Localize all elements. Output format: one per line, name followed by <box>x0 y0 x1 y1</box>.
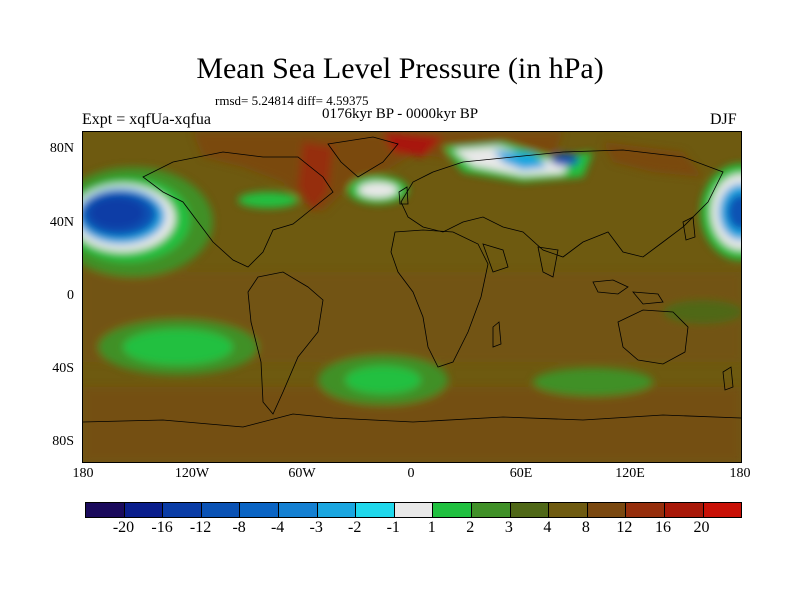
colorbar-swatch-13 <box>587 503 627 517</box>
y-tick-80n: 80N <box>49 141 74 156</box>
colorbar-label-14: 16 <box>654 519 671 536</box>
colorbar-swatch-11 <box>510 503 550 517</box>
colorbar-label-6: -2 <box>348 519 362 536</box>
colorbar-label-4: -4 <box>270 519 285 536</box>
colorbar-swatch-15 <box>664 503 704 517</box>
season-label: DJF <box>710 111 737 128</box>
colorbar-label-10: 3 <box>504 519 513 536</box>
map-panel <box>82 131 742 463</box>
anomaly-fields <box>83 132 741 462</box>
pressure-anomaly-map <box>83 132 741 462</box>
chart-title: Mean Sea Level Pressure (in hPa) <box>196 52 604 85</box>
colorbar-swatch-6 <box>317 503 357 517</box>
colorbar-label-7: -1 <box>386 519 400 536</box>
x-tick-0: 0 <box>407 466 415 481</box>
colorbar-swatch-8 <box>394 503 434 517</box>
x-tick-60e: 60E <box>509 466 533 481</box>
colorbar-swatch-9 <box>433 503 472 517</box>
colorbar-swatch-12 <box>549 503 588 517</box>
colorbar-label-13: 12 <box>616 519 633 536</box>
x-tick-120e: 120E <box>615 466 645 481</box>
colorbar-label-5: -3 <box>309 519 323 536</box>
colorbar-label-8: 1 <box>427 519 436 536</box>
rmsd-stats: rmsd= 5.24814 diff= 4.59375 <box>215 93 369 108</box>
colorbar-swatch-4 <box>240 503 279 517</box>
colorbar-label-0: -20 <box>112 519 135 536</box>
colorbar-swatch-3 <box>201 503 241 517</box>
y-tick-40s: 40S <box>52 361 74 376</box>
colorbar-label-2: -12 <box>189 519 212 536</box>
y-tick-0: 0 <box>67 288 74 303</box>
colorbar-label-3: -8 <box>232 519 246 536</box>
colorbar-swatch-2 <box>163 503 202 517</box>
y-tick-40n: 40N <box>49 215 74 230</box>
colorbar <box>85 502 742 518</box>
colorbar-label-12: 8 <box>581 519 590 536</box>
colorbar-label-11: 4 <box>543 519 552 536</box>
colorbar-label-1: -16 <box>151 519 173 536</box>
colorbar-swatch-14 <box>626 503 665 517</box>
colorbar-label-15: 20 <box>693 519 710 536</box>
y-tick-80s: 80S <box>52 434 74 449</box>
experiment-label: Expt = xqfUa-xqfua <box>82 111 211 128</box>
x-tick-60w: 60W <box>288 466 316 481</box>
x-tick-180-west: 180 <box>72 466 94 481</box>
colorbar-label-9: 2 <box>466 519 475 536</box>
colorbar-swatch-10 <box>471 503 511 517</box>
colorbar-swatch-16 <box>703 503 742 517</box>
colorbar-swatch-7 <box>356 503 395 517</box>
coastlines <box>83 136 741 428</box>
x-tick-120w: 120W <box>174 466 210 481</box>
x-tick-180-east: 180 <box>729 466 751 481</box>
colorbar-swatch-5 <box>278 503 318 517</box>
period-label: 0176kyr BP - 0000kyr BP <box>322 106 479 122</box>
colorbar-swatch-0 <box>86 503 125 517</box>
colorbar-swatch-1 <box>124 503 164 517</box>
